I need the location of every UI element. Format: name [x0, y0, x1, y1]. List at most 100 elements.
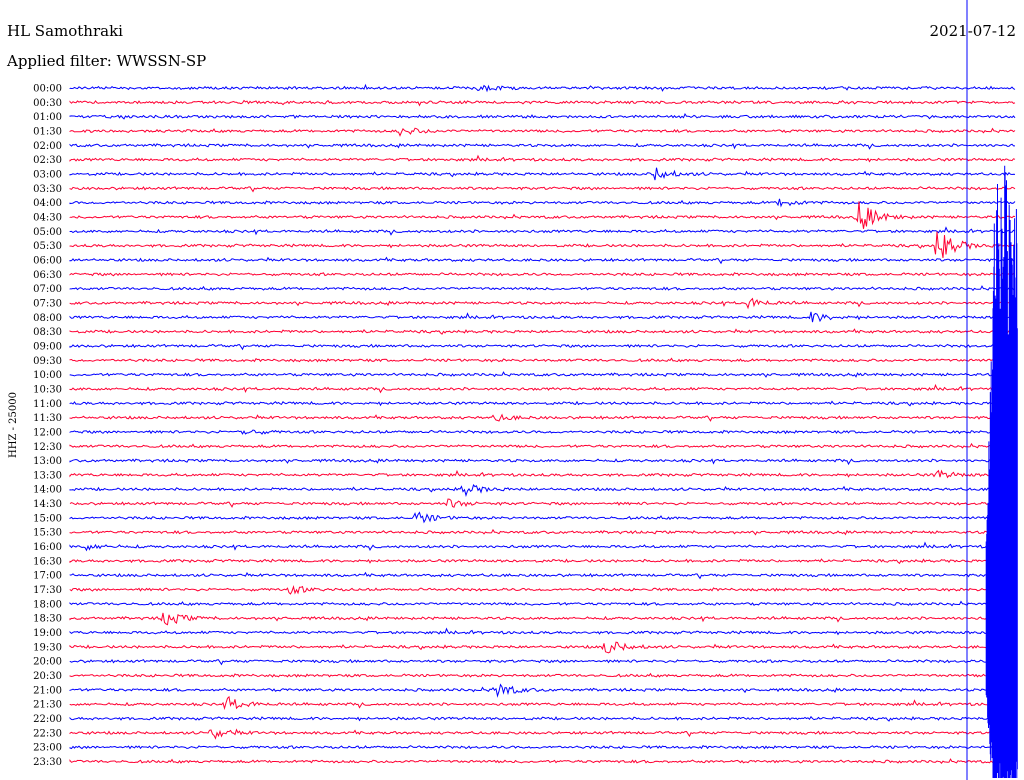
trace-1930: [69, 641, 1016, 654]
mainshock-trace: [985, 165, 1018, 778]
trace-1200: [69, 429, 1016, 435]
trace-1630: [69, 558, 1016, 565]
trace-0700: [69, 285, 1016, 292]
time-tick-label: 15:30: [33, 528, 62, 539]
seismic-traces: [69, 83, 1016, 764]
time-tick-label: 14:30: [33, 499, 62, 510]
trace-1230: [69, 442, 1016, 449]
time-tick-label: 10:00: [33, 370, 62, 381]
trace-0000: [69, 83, 1016, 93]
trace-1000: [69, 371, 1016, 378]
time-tick-label: 18:30: [33, 614, 62, 625]
time-tick-label: 12:00: [33, 427, 62, 438]
trace-0230: [69, 154, 1016, 163]
trace-2030: [69, 672, 1016, 678]
trace-0900: [69, 343, 1016, 351]
time-tick-label: 06:30: [33, 270, 62, 281]
time-tick-label: 05:00: [33, 227, 62, 238]
time-tick-label: 08:30: [33, 327, 62, 338]
time-tick-label: 03:30: [33, 184, 62, 195]
time-tick-label: 00:30: [33, 98, 62, 109]
time-tick-label: 21:00: [33, 685, 62, 696]
trace-1730: [69, 585, 1016, 595]
record-date: 2021-07-12: [930, 22, 1016, 40]
time-tick-label: 15:00: [33, 513, 62, 524]
trace-0400: [69, 198, 1016, 208]
time-tick-label: 19:00: [33, 628, 62, 639]
time-tick-label: 04:00: [33, 198, 62, 209]
time-tick-label: 22:30: [33, 728, 62, 739]
time-tick-label: 01:00: [33, 112, 62, 123]
time-tick-label: 06:00: [33, 255, 62, 266]
time-tick-label: 12:30: [33, 442, 62, 453]
trace-0930: [69, 357, 1016, 363]
trace-0130: [69, 127, 1016, 137]
time-tick-label: 13:00: [33, 456, 62, 467]
time-tick-label: 17:30: [33, 585, 62, 596]
trace-0530: [69, 231, 1016, 258]
mainshock-waveform: [985, 165, 1018, 778]
time-tick-label: 02:30: [33, 155, 62, 166]
time-tick-label: 23:00: [33, 743, 62, 754]
trace-1900: [69, 627, 1016, 636]
time-tick-label: 07:30: [33, 298, 62, 309]
trace-0200: [69, 142, 1015, 150]
time-tick-label: 11:00: [33, 399, 62, 410]
trace-2130: [69, 695, 1016, 711]
trace-1800: [69, 600, 1016, 607]
trace-0800: [69, 311, 1016, 323]
time-tick-label: 23:30: [33, 757, 62, 768]
trace-0330: [69, 186, 1016, 193]
trace-0500: [69, 226, 1016, 236]
time-tick-label: 10:30: [33, 384, 62, 395]
time-tick-label: 11:30: [33, 413, 62, 424]
trace-0600: [69, 256, 1016, 265]
time-tick-label: 09:30: [33, 356, 62, 367]
time-tick-label: 07:00: [33, 284, 62, 295]
trace-1030: [69, 383, 1016, 394]
time-tick-label: 00:00: [33, 84, 62, 95]
time-tick-label: 20:30: [33, 671, 62, 682]
time-tick-label: 21:30: [33, 700, 62, 711]
time-tick-label: 05:30: [33, 241, 62, 252]
trace-2300: [69, 745, 1016, 750]
trace-1300: [69, 458, 1016, 466]
time-tick-label: 16:30: [33, 556, 62, 567]
time-tick-label: 16:00: [33, 542, 62, 553]
time-tick-label: 03:00: [33, 169, 62, 180]
time-tick-label: 09:00: [33, 341, 62, 352]
y-axis-label: HHZ - 25000: [8, 392, 19, 458]
trace-1830: [69, 612, 1016, 626]
time-tick-label: 14:00: [33, 485, 62, 496]
trace-0830: [69, 328, 1016, 335]
trace-1330: [69, 469, 1016, 479]
trace-1600: [69, 541, 1016, 552]
time-tick-label: 18:00: [33, 599, 62, 610]
time-tick-label: 19:30: [33, 642, 62, 653]
station-title: HL Samothraki: [7, 22, 123, 40]
time-tick-label: 20:00: [33, 657, 62, 668]
trace-1100: [69, 400, 1016, 407]
trace-0030: [69, 99, 1016, 107]
trace-1500: [69, 511, 1016, 524]
time-tick-label: 04:30: [33, 212, 62, 223]
trace-2100: [69, 683, 1015, 698]
trace-1700: [69, 571, 1016, 580]
time-tick-labels: 00:00 00:30 01:00 01:30 02:00 02:30 03:00 03:30…: [33, 84, 62, 769]
time-tick-label: 22:00: [33, 714, 62, 725]
trace-1430: [69, 498, 1016, 508]
time-tick-label: 17:00: [33, 571, 62, 582]
trace-1130: [69, 413, 1016, 422]
trace-1400: [69, 484, 1016, 498]
time-tick-label: 08:00: [33, 313, 62, 324]
trace-0630: [69, 272, 1016, 277]
trace-0730: [69, 297, 1016, 310]
trace-0300: [69, 167, 1016, 181]
trace-2200: [69, 715, 1016, 722]
trace-2230: [69, 728, 1016, 740]
trace-0100: [69, 112, 1016, 120]
filter-label: Applied filter: WWSSN-SP: [6, 52, 206, 70]
trace-1530: [69, 528, 1016, 536]
trace-2000: [69, 659, 1016, 666]
